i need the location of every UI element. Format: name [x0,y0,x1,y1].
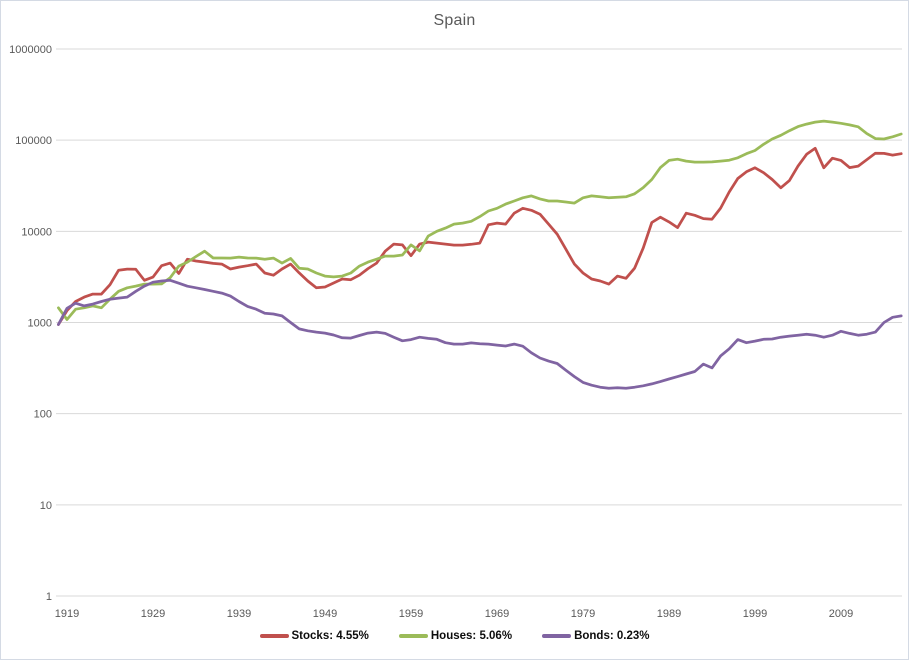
bonds-line-swatch [542,634,572,638]
y-tick-label: 100000 [15,135,52,147]
y-tick-label: 1000000 [9,44,52,56]
legend-item-houses: Houses: 5.06% [398,630,513,642]
legend-label-bonds: Bonds: 0.23% [574,630,650,642]
series-line-bonds [57,278,903,390]
y-tick-label: 1 [46,591,52,603]
chart-title: Spain [433,12,476,29]
x-tick-label: 2009 [829,608,853,620]
x-tick-label: 1919 [55,608,79,620]
legend: Stocks: 4.55% Houses: 5.06% Bonds: 0.23% [1,630,908,642]
x-tick-label: 1999 [743,608,767,620]
x-tick-label: 1969 [485,608,509,620]
stocks-line-swatch [259,634,289,638]
x-tick-label: 1959 [399,608,423,620]
legend-item-stocks: Stocks: 4.55% [259,630,369,642]
x-tick-label: 1979 [571,608,595,620]
y-tick-label: 1000 [28,317,52,329]
y-tick-label: 10 [40,500,52,512]
x-tick-label: 1929 [141,608,165,620]
series-line-stocks [57,146,903,326]
x-tick-label: 1949 [313,608,337,620]
y-tick-label: 10000 [21,226,52,238]
x-tick-label: 1939 [227,608,251,620]
x-tick-label: 1989 [657,608,681,620]
legend-item-bonds: Bonds: 0.23% [542,630,649,642]
y-tick-label: 100 [34,409,52,421]
legend-label-stocks: Stocks: 4.55% [291,630,369,642]
houses-line-swatch [398,634,428,638]
series-line-houses [57,119,903,321]
legend-label-houses: Houses: 5.06% [430,630,513,642]
